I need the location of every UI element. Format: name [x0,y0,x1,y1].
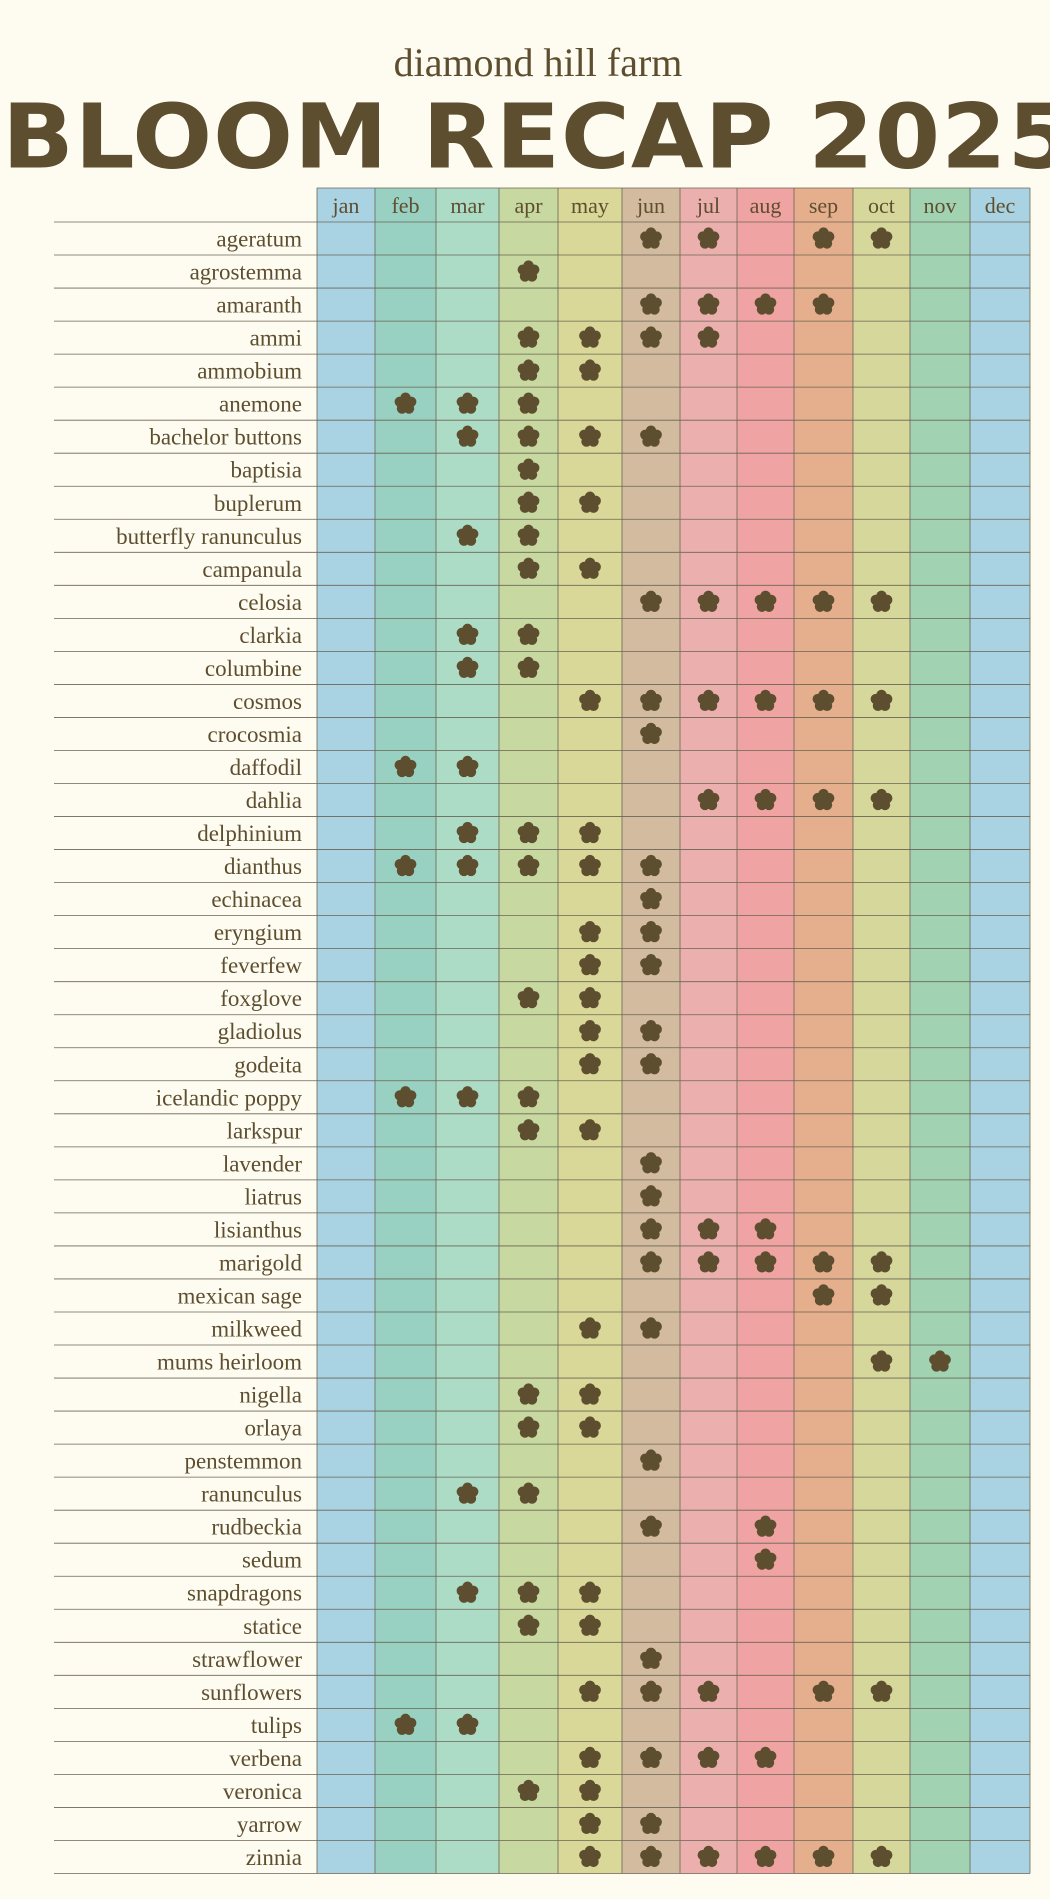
plant-label: ammi [250,326,302,351]
page-title: BLOOM RECAP 2025 [2,85,1050,190]
plant-label: celosia [238,590,302,615]
plant-label: ranunculus [201,1482,302,1507]
plant-label: buplerum [214,491,302,516]
month-label-nov: nov [924,193,957,218]
month-band-feb [375,188,436,1874]
plant-label: echinacea [211,887,302,912]
plant-label: milkweed [211,1317,302,1342]
plant-label: agrostemma [190,260,302,285]
plant-label: ageratum [216,227,302,252]
plant-label: larkspur [227,1118,303,1143]
plant-label: sunflowers [201,1680,302,1705]
plant-label: dianthus [224,854,302,879]
plant-label: foxglove [220,986,302,1011]
plant-label: butterfly ranunculus [116,524,302,549]
plant-label: campanula [202,557,302,582]
month-band-dec [970,188,1030,1874]
plant-label: zinnia [246,1845,302,1870]
plant-label: eryngium [214,920,302,945]
plant-label: rudbeckia [211,1515,302,1540]
plant-label: lisianthus [214,1217,302,1242]
plant-label: amaranth [216,293,302,318]
plant-label: ammobium [197,359,302,384]
plant-label: veronica [223,1779,302,1804]
plant-label: sedum [242,1548,302,1573]
plant-label: statice [243,1614,302,1639]
month-label-jan: jan [332,193,360,218]
month-label-sep: sep [809,193,838,218]
plant-label: baptisia [230,458,302,483]
plant-label: icelandic poppy [156,1085,303,1110]
month-band-jan [317,188,375,1874]
month-band-sep [794,188,853,1874]
plant-label: clarkia [239,623,302,648]
month-label-jul: jul [696,193,720,218]
plant-label: lavender [223,1151,303,1176]
plant-label: strawflower [192,1647,302,1672]
plant-label: nigella [239,1383,302,1408]
plant-label: liatrus [245,1184,303,1209]
plant-label: delphinium [197,821,302,846]
month-band-nov [910,188,970,1874]
plant-label: columbine [205,656,302,681]
plant-label: godeita [234,1052,302,1077]
farm-name: diamond hill farm [393,40,683,85]
month-label-aug: aug [750,193,782,218]
plant-label: daffodil [230,755,302,780]
plant-label: cosmos [233,689,302,714]
month-band-jul [680,188,737,1874]
plant-label: feverfew [220,953,302,978]
plant-label: snapdragons [187,1581,302,1606]
plant-label: orlaya [245,1416,302,1441]
plant-label: gladiolus [218,1019,302,1044]
plant-label: yarrow [237,1812,303,1837]
month-label-mar: mar [450,193,485,218]
plant-label: anemone [219,392,302,417]
month-label-may: may [571,193,609,218]
plant-label: mexican sage [177,1283,302,1308]
month-label-oct: oct [868,193,895,218]
month-label-dec: dec [985,193,1016,218]
plant-label: tulips [251,1713,302,1738]
plant-label: marigold [219,1250,303,1275]
plant-label: verbena [229,1746,302,1771]
plant-label: dahlia [246,788,302,813]
plant-label: mums heirloom [157,1350,302,1375]
plant-label: penstemmon [184,1449,302,1474]
month-band-aug [737,188,794,1874]
month-band-oct [853,188,910,1874]
plant-label: bachelor buttons [149,425,302,450]
plant-label: crocosmia [207,722,302,747]
month-label-feb: feb [391,193,419,218]
month-label-apr: apr [514,193,543,218]
month-label-jun: jun [636,193,665,218]
